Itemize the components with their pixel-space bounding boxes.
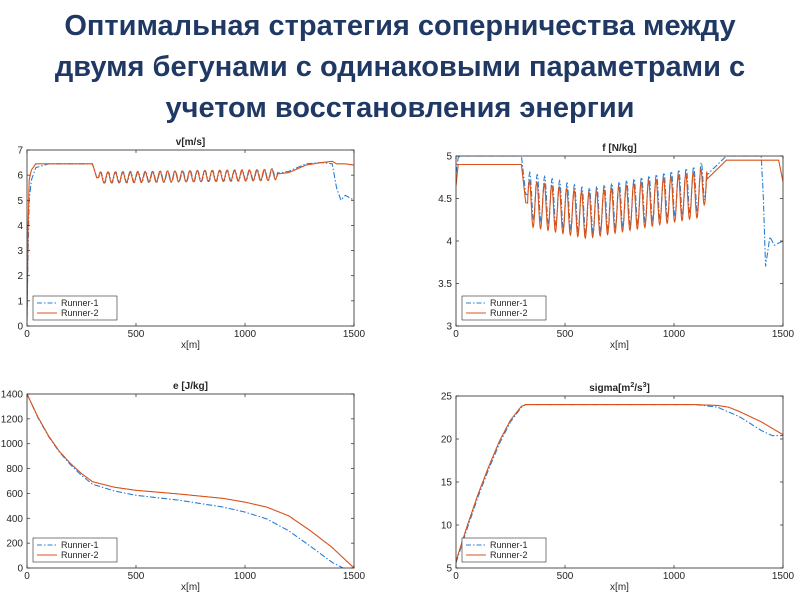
x-axis-label: x[m]: [181, 582, 200, 593]
chart-title: sigma[m2/s3]: [589, 382, 650, 394]
chart-title: v[m/s]: [176, 137, 205, 148]
y-tick-label: 4: [446, 237, 452, 248]
plot-frame: [26, 393, 355, 569]
legend-label: Runner-1: [61, 540, 99, 550]
y-tick-label: 6: [17, 171, 23, 182]
x-tick-label: 1500: [772, 571, 795, 582]
series-line-runner-1: [27, 394, 344, 568]
series-line-runner-1: [456, 156, 783, 267]
x-tick-label: 0: [24, 329, 30, 340]
x-tick-label: 500: [128, 571, 145, 582]
velocity-chart: v[m/s] 0 500 1000 1500 0 1 2 3 4 5 6 7 x[m] Runner-1Ru…: [17, 137, 366, 351]
x-tick-label: 1000: [234, 571, 257, 582]
y-tick-label: 1400: [1, 390, 24, 401]
x-axis-label: x[m]: [610, 582, 629, 593]
y-tick-label: 0: [17, 322, 23, 333]
x-tick-label: 0: [453, 571, 459, 582]
y-tick-label: 3: [446, 322, 452, 333]
y-tick-label: 0: [17, 564, 23, 575]
y-tick-label: 7: [17, 146, 23, 157]
x-tick-label: 1000: [234, 329, 257, 340]
x-tick-label: 0: [24, 571, 30, 582]
x-axis-label: x[m]: [181, 340, 200, 351]
y-tick-label: 2: [17, 271, 23, 282]
plot-frame: [26, 149, 355, 327]
legend-label: Runner-2: [490, 308, 528, 318]
legend-label: Runner-1: [490, 298, 528, 308]
x-tick-label: 1000: [663, 329, 686, 340]
series-line-runner-2: [27, 394, 354, 568]
y-tick-label: 800: [6, 464, 23, 475]
legend-box: [32, 295, 118, 321]
y-tick-label: 5: [446, 564, 452, 575]
legend-box: [32, 537, 118, 563]
y-tick-label: 1: [17, 296, 23, 307]
y-tick-label: 400: [6, 514, 23, 525]
y-tick-label: 10: [441, 521, 453, 532]
y-tick-label: 4.5: [438, 194, 452, 205]
y-tick-label: 15: [441, 478, 453, 489]
sigma-chart: sigma[m2/s3] 0 500 1000 1500 5 10 15 20 25 x[m] Run…: [441, 382, 795, 593]
x-axis-label: x[m]: [610, 340, 629, 351]
legend-box: [461, 537, 547, 563]
legend-label: Runner-1: [61, 298, 99, 308]
x-tick-label: 500: [557, 329, 574, 340]
y-tick-label: 200: [6, 539, 23, 550]
series-line-runner-1: [27, 162, 354, 319]
energy-chart: e [J/kg] 0 500 1000 1500 0 200 400 600 800 1000 120…: [1, 381, 366, 593]
force-chart: f [N/kg] 0 500 1000 1500 3 3.5 4 4.5 5 x[m] Runner-…: [438, 143, 795, 351]
legend-label: Runner-2: [490, 550, 528, 560]
series-line-runner-2: [456, 159, 783, 240]
y-tick-label: 3.5: [438, 279, 452, 290]
slide-title: Оптимальная стратегия соперничества межд…: [54, 10, 746, 124]
series-line-runner-2: [456, 404, 783, 562]
y-tick-label: 20: [441, 435, 453, 446]
y-tick-label: 1000: [1, 439, 24, 450]
legend-label: Runner-2: [61, 550, 99, 560]
legend-label: Runner-1: [490, 540, 528, 550]
y-tick-label: 25: [441, 392, 453, 403]
x-tick-label: 0: [453, 329, 459, 340]
y-tick-label: 600: [6, 489, 23, 500]
y-tick-label: 3: [17, 246, 23, 257]
x-tick-label: 500: [128, 329, 145, 340]
x-tick-label: 1500: [343, 571, 366, 582]
chart-title: f [N/kg]: [602, 143, 636, 154]
series-line-runner-2: [27, 160, 354, 322]
x-tick-label: 1000: [663, 571, 686, 582]
legend-label: Runner-2: [61, 308, 99, 318]
x-tick-label: 1500: [772, 329, 795, 340]
x-tick-label: 1500: [343, 329, 366, 340]
y-tick-label: 5: [17, 196, 23, 207]
y-tick-label: 5: [446, 152, 452, 163]
y-tick-label: 1200: [1, 414, 24, 425]
chart-title: e [J/kg]: [173, 381, 208, 392]
x-tick-label: 500: [557, 571, 574, 582]
y-tick-label: 4: [17, 221, 23, 232]
legend-box: [461, 295, 547, 321]
